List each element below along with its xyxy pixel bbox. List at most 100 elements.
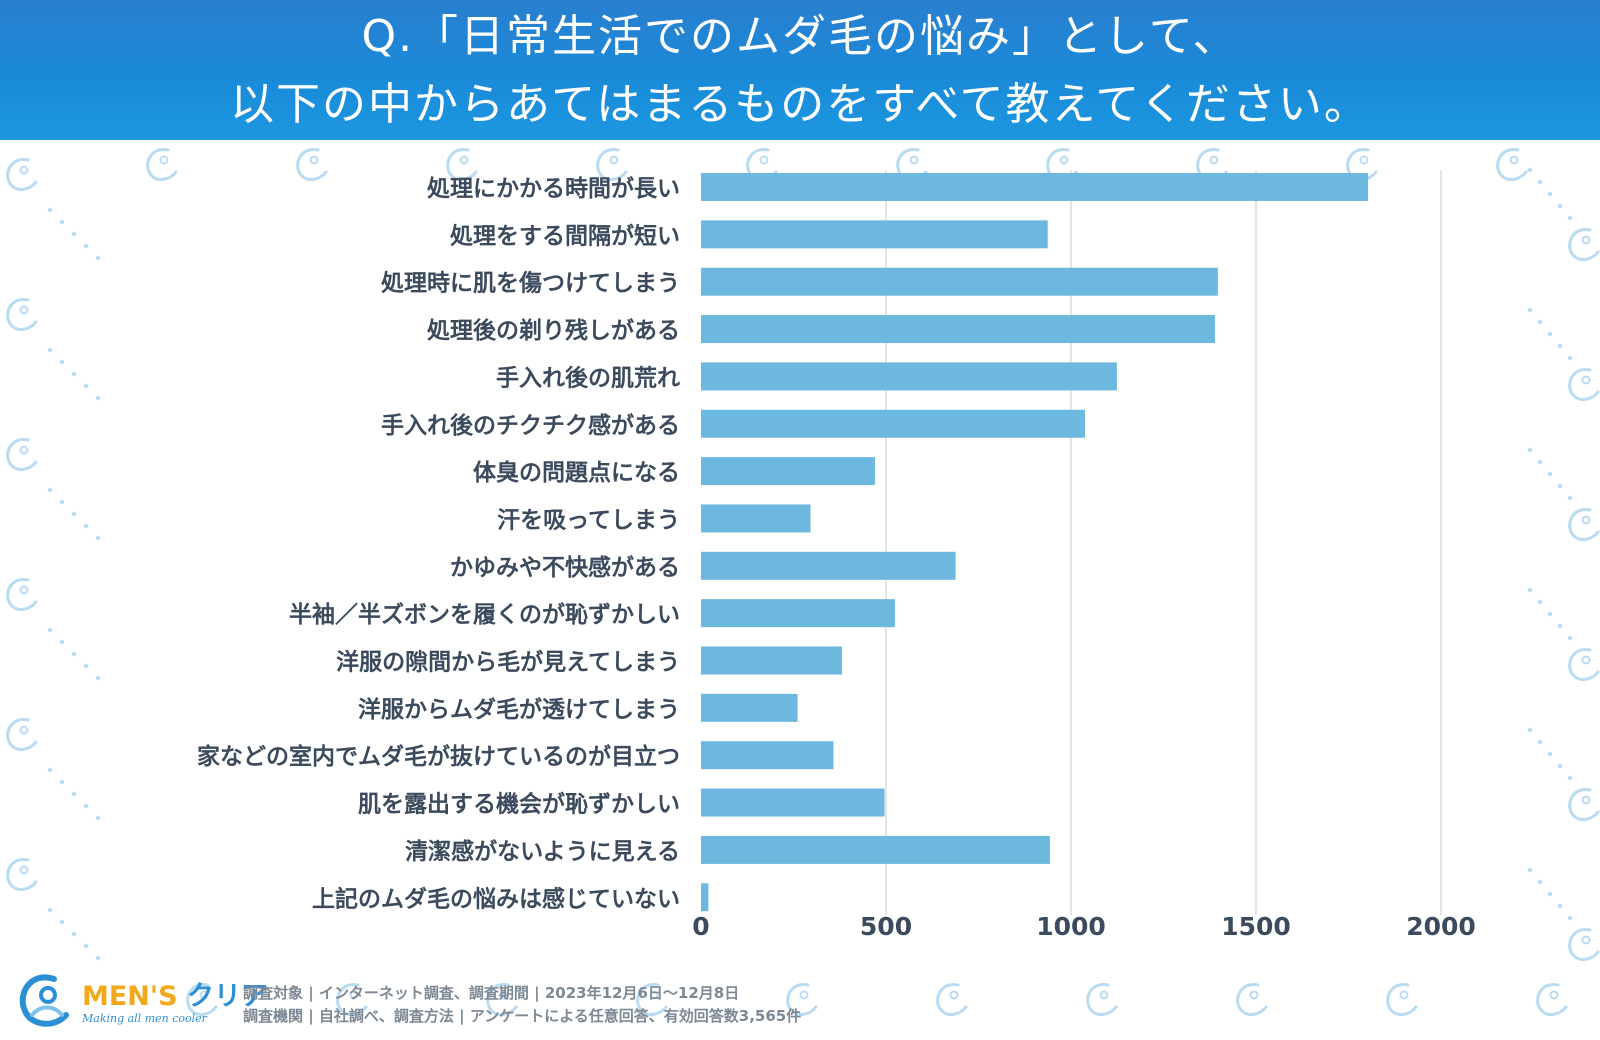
category-label: 肌を露出する機会が恥ずかしい — [358, 791, 680, 818]
bar-12 — [701, 693, 798, 722]
survey-note-2: 調査機関 | 自社調べ、調査方法 | アンケートによる任意回答、有効回答数3,5… — [243, 1007, 802, 1025]
pattern-logo-icon — [1568, 228, 1600, 261]
bar-16 — [701, 883, 709, 912]
pattern-dot-icon — [71, 651, 77, 657]
pattern-dot-icon — [59, 919, 65, 925]
pattern-dot-icon — [1527, 867, 1533, 873]
pattern-dot-icon — [1567, 915, 1573, 921]
bar-10 — [701, 599, 895, 628]
pattern-dot-icon — [1537, 739, 1543, 745]
pattern-dot-icon — [1557, 343, 1563, 349]
pattern-dot-icon — [47, 767, 53, 773]
pattern-logo-icon — [336, 983, 368, 1016]
pattern-dot-icon — [71, 231, 77, 237]
pattern-logo-dot-icon — [199, 990, 209, 1000]
pattern-dot-icon — [1567, 355, 1573, 361]
pattern-dot-icon — [83, 523, 89, 529]
pattern-logo-icon — [6, 578, 38, 611]
pattern-logo-icon — [6, 438, 38, 471]
pattern-dot-icon — [83, 803, 89, 809]
pattern-dot-icon — [1557, 203, 1563, 209]
pattern-dot-icon — [95, 535, 101, 541]
pattern-logo-icon — [1536, 983, 1568, 1016]
pattern-logo-dot-icon — [19, 725, 29, 735]
category-label: 洋服からムダ毛が透けてしまう — [358, 696, 680, 723]
pattern-logo-icon — [1386, 983, 1418, 1016]
x-tick-label: 2000 — [1406, 912, 1476, 941]
pattern-logo-icon — [1568, 928, 1600, 961]
category-label: 処理後の剃り残しがある — [427, 317, 680, 344]
pattern-logo-dot-icon — [1099, 990, 1109, 1000]
category-label: 清潔感がないように見える — [405, 838, 680, 865]
pattern-dot-icon — [47, 347, 53, 353]
category-label: かゆみや不快感がある — [450, 554, 680, 581]
brand-logo-text: MEN'S クリア — [82, 974, 268, 1013]
pattern-dot-icon — [1557, 483, 1563, 489]
pattern-logo-icon — [6, 858, 38, 891]
category-label: 洋服の隙間から毛が見えてしまう — [336, 649, 680, 676]
pattern-logo-icon — [596, 148, 628, 181]
pattern-logo-icon — [6, 718, 38, 751]
pattern-logo-icon — [1568, 648, 1600, 681]
category-label: 処理をする間隔が短い — [450, 222, 680, 249]
pattern-dot-icon — [1557, 763, 1563, 769]
x-tick-label: 1000 — [1036, 912, 1106, 941]
pattern-dot-icon — [1567, 495, 1573, 501]
bar-9 — [701, 551, 956, 580]
pattern-logo-icon — [146, 148, 178, 181]
pattern-logo-dot-icon — [949, 990, 959, 1000]
pattern-logo-dot-icon — [799, 990, 809, 1000]
pattern-dot-icon — [47, 907, 53, 913]
pattern-logo-dot-icon — [1059, 155, 1069, 165]
pattern-logo-dot-icon — [19, 305, 29, 315]
pattern-logo-dot-icon — [19, 585, 29, 595]
pattern-dot-icon — [95, 395, 101, 401]
survey-note-1: 調査対象 | インターネット調査、調査期間 | 2023年12月6日〜12月8日 — [243, 984, 740, 1002]
pattern-logo-icon — [1086, 983, 1118, 1016]
pattern-dot-icon — [1567, 215, 1573, 221]
bar-3 — [701, 267, 1218, 296]
pattern-dot-icon — [1527, 167, 1533, 173]
pattern-logo-icon — [1568, 508, 1600, 541]
bar-7 — [701, 457, 875, 486]
question-title-line-1: Q.「日常生活でのムダ毛の悩み」として、 — [361, 11, 1239, 62]
question-title-line-2: 以下の中からあてはまるものをすべて教えてください。 — [230, 79, 1370, 130]
category-label: 家などの室内でムダ毛が抜けているのが目立つ — [197, 743, 680, 770]
category-label: 汗を吸ってしまう — [497, 507, 680, 533]
pattern-logo-icon — [786, 983, 818, 1016]
pattern-logo-dot-icon — [1549, 990, 1559, 1000]
pattern-logo-dot-icon — [1249, 990, 1259, 1000]
pattern-logo-dot-icon — [1399, 990, 1409, 1000]
pattern-dot-icon — [59, 499, 65, 505]
pattern-logo-dot-icon — [159, 155, 169, 165]
pattern-dot-icon — [59, 779, 65, 785]
pattern-logo-dot-icon — [1581, 375, 1591, 385]
pattern-logo-dot-icon — [499, 990, 509, 1000]
pattern-logo-dot-icon — [1581, 235, 1591, 245]
pattern-logo-dot-icon — [19, 165, 29, 175]
pattern-dot-icon — [1537, 319, 1543, 325]
pattern-logo-icon — [1568, 788, 1600, 821]
bar-11 — [701, 646, 842, 675]
pattern-logo-icon — [446, 148, 478, 181]
pattern-logo-icon — [1496, 148, 1528, 181]
pattern-logo-dot-icon — [1359, 155, 1369, 165]
footer: MEN'S クリア Making all men cooler 調査対象 | イ… — [0, 960, 1600, 1040]
pattern-dot-icon — [71, 511, 77, 517]
pattern-dot-icon — [95, 675, 101, 681]
pattern-dot-icon — [59, 219, 65, 225]
pattern-logo-icon — [296, 148, 328, 181]
category-label: 半袖／半ズボンを履くのが恥ずかしい — [289, 601, 680, 628]
pattern-dot-icon — [71, 931, 77, 937]
category-label: 上記のムダ毛の悩みは感じていない — [312, 885, 680, 912]
bar-6 — [701, 409, 1086, 438]
pattern-dot-icon — [1547, 331, 1553, 337]
pattern-dot-icon — [1547, 471, 1553, 477]
pattern-logo-icon — [186, 983, 218, 1016]
pattern-logo-dot-icon — [1209, 155, 1219, 165]
pattern-logo-dot-icon — [349, 990, 359, 1000]
bar-8 — [701, 504, 811, 533]
pattern-logo-dot-icon — [1581, 795, 1591, 805]
bar-4 — [701, 315, 1215, 344]
pattern-dot-icon — [59, 639, 65, 645]
